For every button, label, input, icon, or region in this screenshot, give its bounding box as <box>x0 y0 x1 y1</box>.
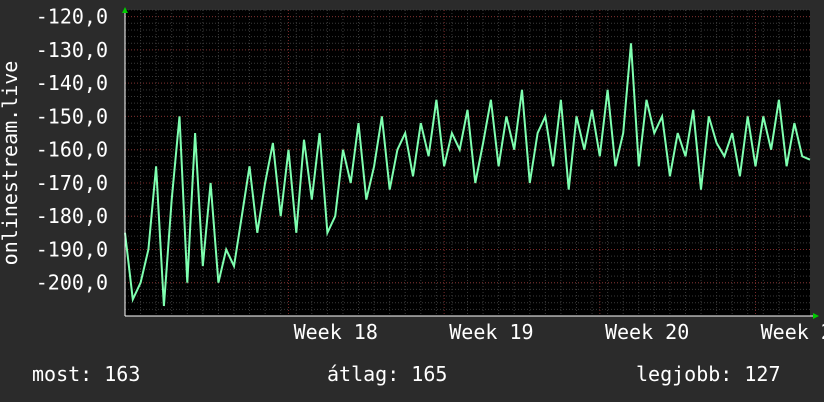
y-tick-label: -200,0 <box>36 271 108 295</box>
y-tick-label: -160,0 <box>36 138 108 162</box>
y-tick-labels: -120,0 -130,0 -140,0 -150,0 -160,0 -170,0 -180… <box>36 5 108 295</box>
stat-average: átlag: 165 <box>327 362 448 386</box>
y-tick-label: -180,0 <box>36 204 108 228</box>
stat-current: most: 163 <box>32 362 141 386</box>
x-tick-label: Week 20 <box>605 320 689 344</box>
x-tick-labels: Week 18 Week 19 Week 20 Week 21 <box>294 320 824 344</box>
y-tick-label: -190,0 <box>36 237 108 261</box>
y-axis-arrow <box>122 7 128 13</box>
series-line <box>124 43 811 307</box>
x-tick-label: Week 18 <box>294 320 378 344</box>
y-tick-label: -140,0 <box>36 71 108 95</box>
y-tick-label: -150,0 <box>36 104 108 128</box>
x-axis-arrow <box>813 313 819 319</box>
y-tick-label: -170,0 <box>36 171 108 195</box>
y-tick-label: -120,0 <box>36 5 108 29</box>
y-axis-title: onlinestream.live <box>0 61 22 266</box>
x-tick-label: Week 21 <box>761 320 824 344</box>
stat-best: legjobb: 127 <box>636 362 781 386</box>
y-tick-label: -130,0 <box>36 38 108 62</box>
x-tick-label: Week 19 <box>449 320 533 344</box>
